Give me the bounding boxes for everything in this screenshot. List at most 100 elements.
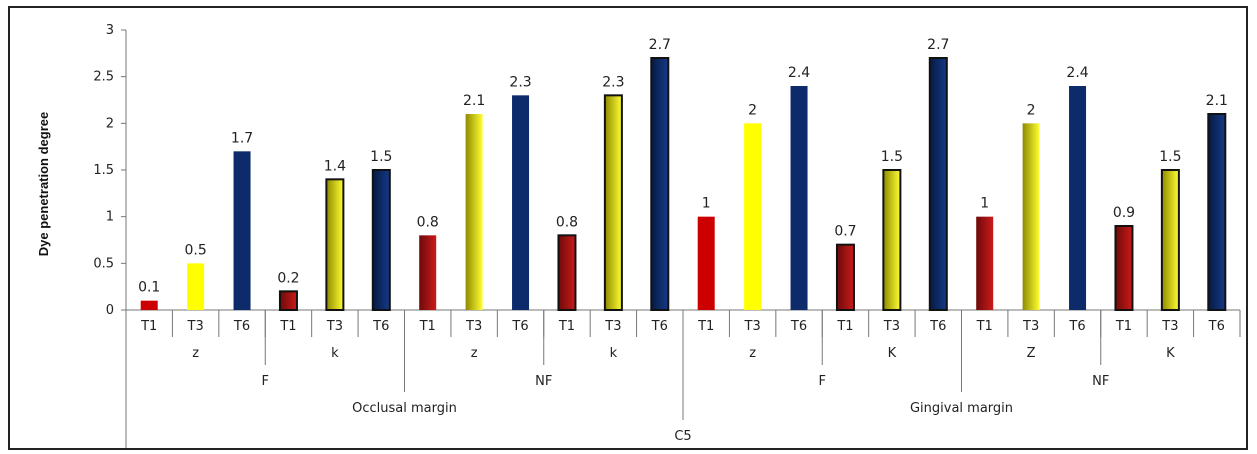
bar-T1 — [419, 235, 437, 310]
x-tick-label: T6 — [1068, 319, 1085, 334]
y-tick-label: 1 — [106, 210, 114, 225]
x-tick-label: T1 — [419, 319, 436, 334]
group-label-level-2: k — [610, 346, 618, 361]
bar-T1 — [1114, 225, 1134, 311]
group-label-level-2: K — [888, 346, 897, 361]
group-label-level-4: Occlusal margin — [352, 401, 457, 416]
x-tick-label: T1 — [697, 319, 714, 334]
data-label: 1 — [702, 196, 711, 212]
x-tick-label: T1 — [1115, 319, 1132, 334]
y-tick-label: 3 — [106, 23, 114, 38]
bar-T3 — [882, 169, 902, 311]
x-tick-label: T3 — [465, 319, 482, 334]
bar-chart: Dye penetration degree 0 0.5 1 1.5 2 2.5 3 0.1… — [36, 23, 1241, 448]
x-tick-label: T3 — [1161, 319, 1178, 334]
group-label-level-4: Gingival margin — [910, 401, 1013, 416]
bar-T3 — [744, 123, 762, 310]
x-tick-label: T3 — [326, 319, 343, 334]
x-tick-label: T6 — [511, 319, 528, 334]
group-label-level-2: z — [749, 346, 756, 361]
bar-T3 — [187, 263, 205, 310]
x-tick-label: T6 — [233, 319, 250, 334]
bar-T6 — [233, 151, 251, 310]
chart-labels: 0.1 0.5 1.7 0.2 1.4 1.5 0.8 2.1 2.3 0.8 2.3 2.7 1 2 2.… — [138, 37, 1228, 444]
data-label: 0.1 — [138, 280, 160, 296]
data-label: 2.1 — [463, 93, 485, 109]
group-label-level-2: k — [331, 346, 339, 361]
y-tick-label: 0.5 — [93, 256, 114, 271]
bar-T3 — [1022, 123, 1040, 310]
data-label: 2.4 — [1066, 65, 1088, 81]
x-tick-label: T1 — [558, 319, 575, 334]
x-tick-label: T3 — [883, 319, 900, 334]
bar-T6 — [1207, 113, 1227, 311]
data-label: 1 — [980, 196, 989, 212]
data-label: 0.2 — [277, 270, 299, 286]
data-label: 0.8 — [556, 214, 578, 230]
data-label: 2 — [748, 102, 757, 118]
x-tick-label: T1 — [140, 319, 157, 334]
y-tick-label: 0 — [106, 303, 114, 318]
data-label: 1.5 — [881, 149, 903, 165]
group-label-level-3: NF — [1092, 374, 1109, 389]
x-tick-label: T6 — [790, 319, 807, 334]
data-label: 0.8 — [417, 214, 439, 230]
x-tick-label: T1 — [279, 319, 296, 334]
bar-T6 — [928, 57, 948, 311]
x-tick-label: T1 — [836, 319, 853, 334]
data-label: 0.7 — [834, 224, 856, 240]
data-label: 0.9 — [1113, 205, 1135, 221]
bar-T3 — [1160, 169, 1180, 311]
group-label-level-3: F — [262, 374, 269, 389]
group-label-level-2: z — [471, 346, 478, 361]
data-label: 1.4 — [324, 158, 346, 174]
x-tick-label: T6 — [929, 319, 946, 334]
bar-T1 — [140, 300, 158, 310]
bar-T6 — [371, 169, 391, 311]
chart-frame: Dye penetration degree 0 0.5 1 1.5 2 2.5 3 0.1… — [8, 6, 1248, 450]
y-tick-label: 1.5 — [93, 163, 114, 178]
bar-T6 — [790, 86, 808, 310]
bar-T6 — [1069, 86, 1087, 310]
x-tick-label: T3 — [744, 319, 761, 334]
x-tick-label: T1 — [976, 319, 993, 334]
data-label: 2.1 — [1206, 93, 1228, 109]
data-label: 2.7 — [649, 37, 671, 53]
data-label: 1.5 — [370, 149, 392, 165]
bar-T6 — [512, 95, 530, 310]
chart-bars — [140, 57, 1227, 312]
data-label: 2.4 — [788, 65, 810, 81]
bar-T6 — [650, 57, 670, 311]
data-label: 0.5 — [184, 242, 206, 258]
x-tick-label: T6 — [651, 319, 668, 334]
group-label-level-3: F — [819, 374, 826, 389]
x-tick-label: T3 — [1022, 319, 1039, 334]
bar-T3 — [603, 94, 623, 312]
y-axis-label: Dye penetration degree — [36, 112, 51, 257]
group-label-level-3: NF — [535, 374, 552, 389]
group-label-level-2: Z — [1027, 346, 1036, 361]
data-label: 2.3 — [602, 74, 624, 90]
data-label: 2.7 — [927, 37, 949, 53]
data-label: 1.7 — [231, 130, 253, 146]
group-label-level-5: C5 — [674, 429, 691, 444]
x-tick-label: T6 — [372, 319, 389, 334]
y-tick-label: 2.5 — [93, 70, 114, 85]
bar-T1 — [557, 234, 577, 311]
bar-T3 — [325, 178, 345, 311]
x-tick-label: T3 — [187, 319, 204, 334]
bar-T3 — [465, 114, 483, 310]
chart-axes: 0 0.5 1 1.5 2 2.5 3 — [93, 23, 1241, 448]
bar-T1 — [697, 216, 715, 310]
bar-T1 — [976, 216, 994, 310]
data-label: 2.3 — [509, 74, 531, 90]
bar-T1 — [835, 243, 855, 312]
group-label-level-2: K — [1166, 346, 1175, 361]
data-label: 1.5 — [1159, 149, 1181, 165]
bar-T1 — [278, 290, 298, 312]
y-tick-label: 2 — [106, 116, 114, 131]
group-label-level-2: z — [192, 346, 199, 361]
data-label: 2 — [1027, 102, 1036, 118]
x-tick-label: T6 — [1208, 319, 1225, 334]
x-tick-label: T3 — [604, 319, 621, 334]
